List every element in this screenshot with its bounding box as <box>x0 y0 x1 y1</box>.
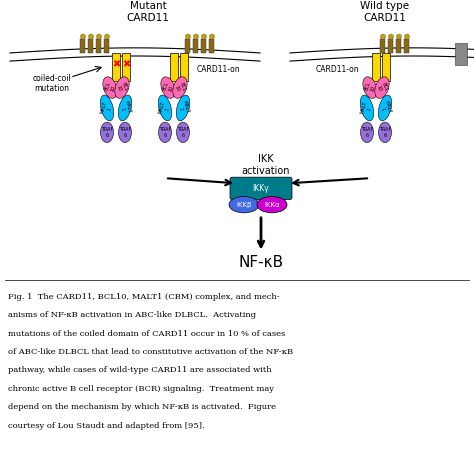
Bar <box>455 43 467 65</box>
Ellipse shape <box>176 122 190 143</box>
Text: BCL
10: BCL 10 <box>375 82 389 94</box>
Bar <box>122 53 130 82</box>
Ellipse shape <box>158 95 172 121</box>
Ellipse shape <box>100 122 113 143</box>
Ellipse shape <box>100 95 114 121</box>
Text: Fig. 1  The CARD11, BCL10, MALT1 (CBM) complex, and mech-: Fig. 1 The CARD11, BCL10, MALT1 (CBM) co… <box>8 293 280 301</box>
Bar <box>96 39 101 53</box>
Ellipse shape <box>210 34 215 39</box>
Ellipse shape <box>104 34 109 39</box>
Text: MALT
1: MALT 1 <box>378 100 392 116</box>
Ellipse shape <box>118 95 132 121</box>
Ellipse shape <box>378 95 392 121</box>
Ellipse shape <box>81 34 85 39</box>
Text: BCL
10: BCL 10 <box>115 82 128 94</box>
Text: courtesy of Lou Staudt and adapted from [95].: courtesy of Lou Staudt and adapted from … <box>8 422 205 430</box>
Ellipse shape <box>161 77 175 98</box>
Text: NF-κB: NF-κB <box>238 255 283 270</box>
Ellipse shape <box>201 34 207 39</box>
Text: MALT
1: MALT 1 <box>118 100 132 116</box>
Bar <box>112 53 120 82</box>
Text: depend on the mechanism by which NF-κB is activated.  Figure: depend on the mechanism by which NF-κB i… <box>8 403 276 411</box>
Bar <box>372 53 380 82</box>
Text: BCL
10: BCL 10 <box>173 82 187 94</box>
Text: BCL
10: BCL 10 <box>364 82 377 94</box>
Text: IKKγ: IKKγ <box>253 184 269 193</box>
Text: TRAF
6: TRAF 6 <box>379 127 391 138</box>
Text: chronic active B cell receptor (BCR) signaling.  Treatment may: chronic active B cell receptor (BCR) sig… <box>8 385 274 393</box>
Ellipse shape <box>103 77 117 98</box>
Text: TRAF
6: TRAF 6 <box>119 127 131 138</box>
Ellipse shape <box>379 122 392 143</box>
Bar <box>80 39 85 53</box>
Ellipse shape <box>185 34 191 39</box>
Text: TRAF
6: TRAF 6 <box>177 127 189 138</box>
Ellipse shape <box>115 77 129 98</box>
Text: IKK
activation: IKK activation <box>242 154 290 176</box>
FancyBboxPatch shape <box>230 177 292 200</box>
Bar <box>88 39 93 53</box>
Bar <box>193 39 198 53</box>
Text: anisms of NF-κB activation in ABC-like DLBCL.  Activating: anisms of NF-κB activation in ABC-like D… <box>8 311 256 319</box>
Ellipse shape <box>118 122 131 143</box>
Text: ✖: ✖ <box>112 59 120 69</box>
Text: CARD11-on: CARD11-on <box>196 65 240 74</box>
Bar <box>201 39 206 53</box>
Bar <box>380 39 385 53</box>
Ellipse shape <box>363 77 377 98</box>
Bar <box>104 39 109 53</box>
Ellipse shape <box>229 197 259 213</box>
Ellipse shape <box>381 34 385 39</box>
Text: MALT
1: MALT 1 <box>158 100 172 116</box>
Ellipse shape <box>361 122 374 143</box>
Bar <box>185 39 190 53</box>
Text: MALT
1: MALT 1 <box>360 100 374 116</box>
Bar <box>396 39 401 53</box>
Bar <box>388 39 393 53</box>
Text: BCL
10: BCL 10 <box>161 82 175 94</box>
Bar <box>382 53 390 82</box>
Bar <box>209 39 214 53</box>
Text: pathway, while cases of wild-type CARD11 are associated with: pathway, while cases of wild-type CARD11… <box>8 366 272 374</box>
Text: MALT
1: MALT 1 <box>176 100 190 116</box>
Ellipse shape <box>375 77 389 98</box>
Ellipse shape <box>97 34 101 39</box>
Text: of ABC-like DLBCL that lead to constitutive activation of the NF-κB: of ABC-like DLBCL that lead to constitut… <box>8 348 293 356</box>
Bar <box>404 39 409 53</box>
Ellipse shape <box>257 197 287 213</box>
Text: BCL
10: BCL 10 <box>103 82 117 94</box>
Ellipse shape <box>176 95 190 121</box>
Bar <box>170 53 178 82</box>
Text: coiled-coil
mutation: coiled-coil mutation <box>33 74 72 93</box>
Text: IKKα: IKKα <box>264 201 280 208</box>
Ellipse shape <box>404 34 410 39</box>
Ellipse shape <box>173 77 187 98</box>
Ellipse shape <box>89 34 93 39</box>
Bar <box>180 53 188 82</box>
Text: IKKβ: IKKβ <box>237 201 252 208</box>
Text: TRAF
6: TRAF 6 <box>159 127 171 138</box>
Text: ✖: ✖ <box>122 59 130 69</box>
Ellipse shape <box>193 34 199 39</box>
Text: TRAF
6: TRAF 6 <box>101 127 113 138</box>
Ellipse shape <box>389 34 393 39</box>
Ellipse shape <box>396 34 401 39</box>
Text: mutations of the coiled domain of CARD11 occur in 10 % of cases: mutations of the coiled domain of CARD11… <box>8 330 285 337</box>
Ellipse shape <box>158 122 172 143</box>
Ellipse shape <box>360 95 374 121</box>
Text: TRAF
6: TRAF 6 <box>361 127 373 138</box>
Text: CARD11-on: CARD11-on <box>315 65 359 74</box>
Text: Mutant
CARD11: Mutant CARD11 <box>127 1 169 23</box>
Text: MALT
1: MALT 1 <box>100 100 114 116</box>
Text: Wild type
CARD11: Wild type CARD11 <box>360 1 410 23</box>
